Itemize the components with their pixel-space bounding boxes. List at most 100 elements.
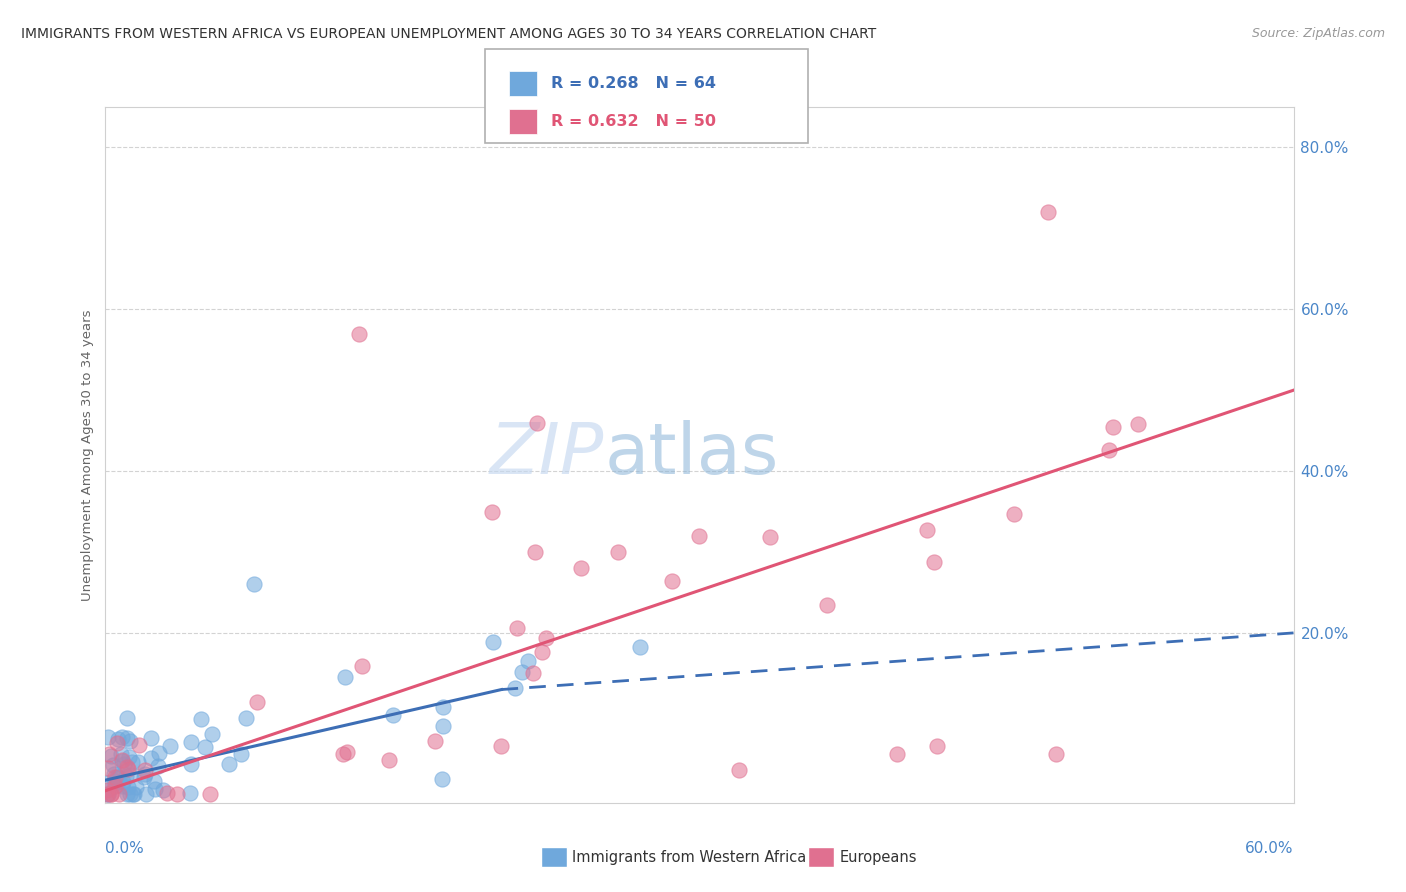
Point: [569, 561, 592, 575]
Point: [506, 621, 529, 635]
Point: [125, 780, 148, 795]
Text: 60.0%: 60.0%: [1246, 841, 1294, 856]
Point: [128, 738, 150, 752]
Point: [132, 771, 155, 785]
Point: [111, 774, 134, 789]
Point: [661, 574, 683, 588]
Point: [100, 787, 122, 801]
Point: [218, 757, 240, 772]
Point: [510, 665, 533, 679]
Point: [105, 770, 128, 784]
Point: [180, 757, 202, 772]
Point: [628, 640, 651, 654]
Point: [1098, 442, 1121, 457]
Point: [815, 598, 838, 612]
Point: [432, 700, 454, 714]
Point: [115, 731, 138, 746]
Point: [481, 504, 503, 518]
Point: [482, 634, 505, 648]
Point: [127, 756, 149, 770]
Point: [105, 778, 128, 792]
Point: [148, 746, 170, 760]
Text: Source: ZipAtlas.com: Source: ZipAtlas.com: [1251, 27, 1385, 40]
Point: [111, 754, 134, 768]
Point: [166, 787, 188, 801]
Point: [100, 787, 122, 801]
Point: [350, 659, 373, 673]
Point: [117, 780, 139, 795]
Point: [114, 757, 136, 772]
Point: [141, 731, 163, 746]
Text: R = 0.268   N = 64: R = 0.268 N = 64: [551, 77, 716, 91]
Point: [98, 747, 121, 762]
Point: [201, 727, 224, 741]
Point: [122, 787, 145, 801]
Point: [333, 670, 356, 684]
Text: Immigrants from Western Africa: Immigrants from Western Africa: [572, 850, 807, 864]
Point: [190, 712, 212, 726]
Point: [107, 732, 129, 747]
Point: [198, 787, 221, 801]
Text: ZIP: ZIP: [491, 420, 605, 490]
Point: [108, 770, 131, 784]
Point: [110, 747, 132, 761]
Text: 0.0%: 0.0%: [105, 841, 145, 856]
Point: [97, 787, 120, 801]
Point: [142, 773, 165, 788]
Point: [536, 631, 558, 645]
Point: [1002, 507, 1025, 521]
Point: [382, 707, 405, 722]
Point: [423, 733, 446, 747]
Point: [728, 764, 751, 778]
Point: [120, 787, 142, 801]
Point: [118, 734, 141, 748]
Point: [180, 734, 202, 748]
Point: [122, 787, 145, 801]
Point: [135, 787, 157, 801]
Point: [922, 555, 945, 569]
Point: [103, 777, 125, 791]
Point: [120, 768, 142, 782]
Point: [336, 745, 359, 759]
Point: [243, 577, 266, 591]
Point: [516, 654, 538, 668]
Point: [96, 776, 118, 790]
Point: [179, 786, 201, 800]
Point: [378, 753, 401, 767]
Point: [347, 326, 370, 341]
Point: [886, 747, 908, 762]
Point: [100, 748, 122, 763]
Point: [915, 523, 938, 537]
Y-axis label: Unemployment Among Ages 30 to 34 years: Unemployment Among Ages 30 to 34 years: [82, 310, 94, 600]
Point: [104, 780, 127, 794]
Point: [146, 759, 169, 773]
Point: [97, 761, 120, 775]
Point: [1045, 747, 1067, 762]
Point: [235, 711, 257, 725]
Point: [194, 739, 217, 754]
Point: [231, 747, 253, 761]
Point: [115, 711, 138, 725]
Point: [531, 645, 554, 659]
Point: [430, 772, 453, 786]
Point: [104, 773, 127, 788]
Text: atlas: atlas: [605, 420, 779, 490]
Point: [134, 763, 156, 777]
Text: Europeans: Europeans: [839, 850, 917, 864]
Point: [526, 416, 548, 430]
Text: R = 0.632   N = 50: R = 0.632 N = 50: [551, 114, 716, 129]
Point: [156, 786, 179, 800]
Text: IMMIGRANTS FROM WESTERN AFRICA VS EUROPEAN UNEMPLOYMENT AMONG AGES 30 TO 34 YEAR: IMMIGRANTS FROM WESTERN AFRICA VS EUROPE…: [21, 27, 876, 41]
Point: [117, 787, 139, 801]
Point: [117, 760, 139, 774]
Point: [110, 753, 132, 767]
Point: [607, 545, 630, 559]
Point: [111, 731, 134, 745]
Point: [1036, 205, 1059, 219]
Point: [134, 766, 156, 780]
Point: [111, 779, 134, 793]
Point: [121, 755, 143, 769]
Point: [152, 782, 174, 797]
Point: [689, 529, 711, 543]
Point: [925, 739, 948, 754]
